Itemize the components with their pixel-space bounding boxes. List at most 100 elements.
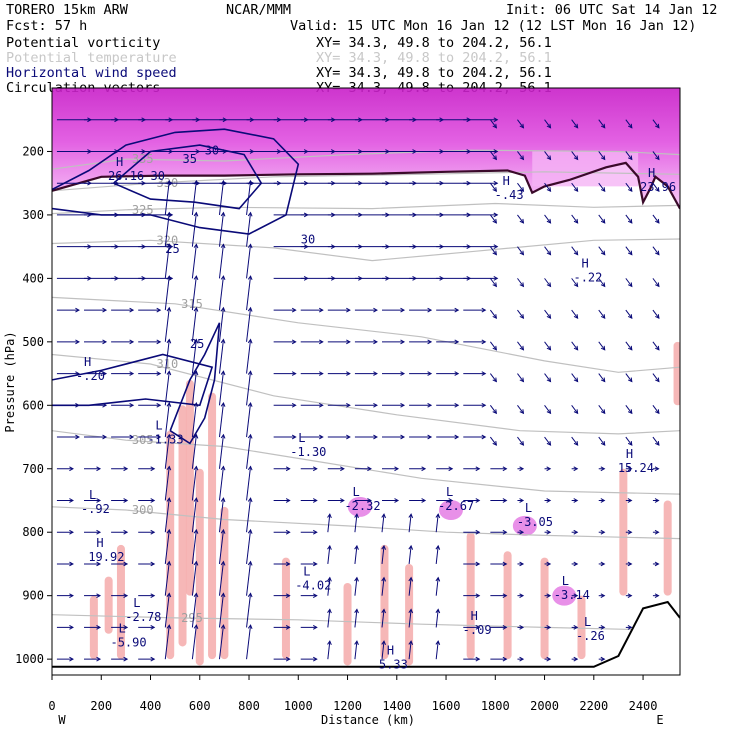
theta-line-305 (52, 430, 680, 495)
extrema-kind-17: H (387, 644, 394, 658)
vector-head (193, 243, 199, 249)
isotach-label-1: 35 (183, 152, 197, 166)
vector-head (247, 211, 253, 217)
vector-shaft (218, 180, 224, 215)
vector-shaft (191, 561, 197, 596)
vector-head (247, 179, 253, 185)
theta-line-330 (52, 171, 680, 192)
vector-shaft (408, 545, 412, 565)
vector-head (96, 529, 102, 535)
vector-head (193, 592, 199, 598)
extrema-value-16: -4.02 (295, 578, 331, 592)
vector-head (285, 625, 291, 630)
y-tick-label: 500 (22, 335, 44, 349)
x-tick-label: 0 (48, 699, 55, 713)
vector-head (247, 465, 253, 471)
neg-pv-streak-10 (380, 544, 389, 660)
x-tick-label: 1000 (284, 699, 313, 713)
legend-wind-label: Horizontal wind speed (6, 65, 177, 81)
vector-shaft (164, 307, 170, 342)
init-time: Init: 06 UTC Sat 14 Jan 12 (506, 2, 717, 18)
vector-head (193, 306, 199, 312)
extrema-kind-6: L (352, 485, 359, 499)
vector-shaft (571, 151, 579, 160)
extrema-kind-11: H (503, 174, 510, 188)
vector-shaft (625, 246, 633, 255)
vector-shaft (164, 625, 170, 660)
vector-head (573, 187, 579, 193)
vector-head (220, 179, 226, 185)
vector-head (123, 593, 129, 599)
vector-head (69, 593, 74, 599)
vector-head (502, 466, 508, 472)
vector-shaft (191, 244, 197, 279)
y-tick-label: 600 (22, 398, 44, 412)
vector-shaft (544, 309, 551, 319)
vector-shaft (652, 309, 660, 319)
vector-shaft (246, 466, 252, 501)
vector-head (502, 656, 508, 662)
neg-pv-streak-7 (104, 576, 113, 634)
theta-line-300 (52, 506, 680, 540)
vector-head (367, 498, 372, 503)
vector-head (573, 155, 579, 161)
vector-head (193, 275, 199, 281)
vector-shaft (571, 436, 579, 446)
vector-head (600, 282, 606, 288)
vector-head (75, 402, 80, 408)
vector-head (96, 498, 102, 503)
vector-shaft (544, 246, 551, 255)
vector-head (655, 218, 660, 224)
vector-head (400, 371, 406, 376)
vector-head (655, 282, 660, 288)
vector-head (655, 187, 660, 193)
vector-head (318, 339, 324, 345)
vector-shaft (517, 341, 524, 351)
vector-shaft (246, 402, 252, 438)
vector-shaft (571, 309, 579, 319)
vector-shaft (218, 498, 224, 533)
vector-head (600, 250, 606, 256)
pv-blob-2 (347, 496, 372, 517)
pv-blob-0 (512, 515, 537, 536)
vector-head (373, 434, 378, 440)
vector-head (193, 465, 199, 471)
vector-head (655, 123, 660, 129)
extrema-value-19: -.26 (576, 629, 605, 643)
vector-head (75, 339, 80, 345)
isotach-label-5: 25 (190, 337, 204, 351)
center-title: NCAR/MMM (226, 2, 291, 18)
vector-head (166, 211, 172, 217)
vector-head (627, 314, 633, 319)
vector-head (156, 402, 162, 408)
vector-head (627, 282, 633, 288)
vector-head (381, 640, 386, 646)
vector-head (519, 529, 525, 535)
vector-head (193, 528, 199, 534)
vector-head (546, 250, 552, 256)
vector-head (102, 434, 108, 440)
theta-label-320: 320 (157, 233, 179, 247)
vector-head (247, 243, 253, 249)
vector-head (400, 434, 406, 440)
vector-head (327, 608, 332, 614)
vector-head (346, 339, 351, 345)
vector-head (312, 625, 318, 630)
vector-shaft (598, 278, 606, 287)
x-axis: 0 200 400 600 800 1000 1200 1400 1600 1800 2000 220… (48, 675, 658, 713)
vector-head (247, 592, 253, 598)
theta-line-325 (52, 202, 680, 215)
vector-head (285, 466, 291, 472)
vector-head (318, 371, 324, 376)
vector-shaft (246, 434, 252, 469)
pv-2-contour (52, 161, 680, 210)
vector-shaft (246, 276, 252, 311)
vector-shaft (218, 625, 224, 660)
vector-head (123, 656, 129, 662)
vector-head (600, 656, 606, 662)
vector-head (220, 560, 226, 566)
vector-head (493, 212, 499, 218)
vector-shaft (218, 529, 224, 565)
vector-head (546, 656, 552, 662)
vector-head (312, 498, 318, 503)
